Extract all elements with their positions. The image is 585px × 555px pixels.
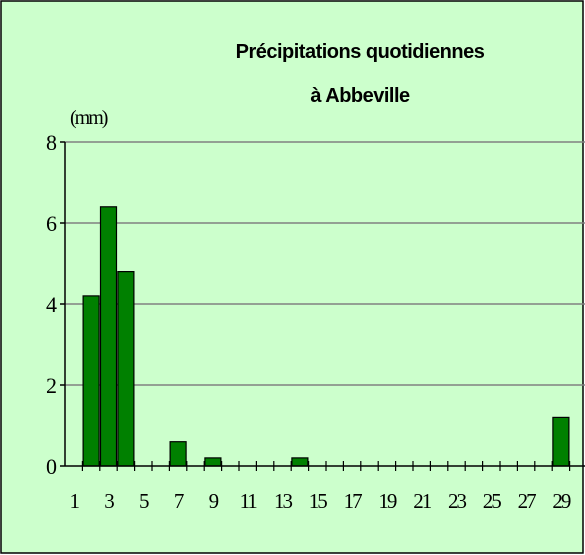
x-tick-label: 27 — [518, 489, 537, 513]
x-tick-label: 19 — [378, 489, 397, 513]
y-tick-label: 2 — [46, 373, 57, 398]
x-tick-label: 21 — [413, 489, 432, 513]
y-tick-label: 0 — [46, 454, 57, 479]
x-tick-label: 15 — [309, 489, 328, 513]
x-tick-label: 29 — [552, 489, 571, 513]
y-tick-label: 6 — [46, 211, 57, 236]
bar — [82, 295, 100, 467]
x-tick-label: 25 — [483, 489, 502, 513]
chart-title: Précipitations quotidiennes — [236, 41, 485, 63]
bar — [204, 457, 222, 467]
x-tick-label: 7 — [174, 489, 184, 513]
y-tick-label: 8 — [46, 130, 57, 155]
x-tick-label: 9 — [209, 489, 219, 513]
bar — [99, 206, 118, 467]
bar — [117, 271, 135, 467]
x-tick-label: 5 — [139, 489, 149, 513]
chart-title: à Abbeville — [310, 85, 410, 107]
x-tick-label: 23 — [448, 489, 467, 513]
y-axis-label: (mm) — [70, 107, 108, 129]
bar — [552, 416, 570, 467]
x-tick-label: 17 — [344, 489, 363, 513]
x-tick-label: 1 — [69, 489, 79, 513]
x-tick-label: 13 — [274, 489, 293, 513]
bar — [169, 441, 187, 467]
bar — [291, 457, 309, 467]
x-tick-label: 11 — [240, 489, 258, 513]
y-tick-label: 4 — [46, 292, 57, 317]
